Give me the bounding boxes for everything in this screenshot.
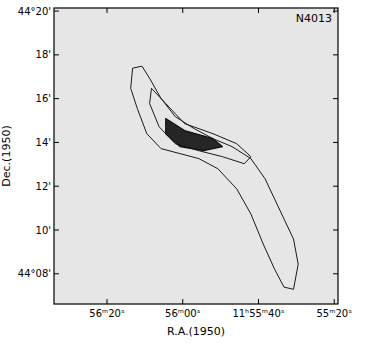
x-tick-label: 11ʰ55ᵐ40ˢ [232,308,284,319]
contour-line [131,66,299,289]
x-tick [334,8,335,13]
y-tick-label: 44°08' [18,268,51,279]
x-tick-label: 55ᵐ20ˢ [317,308,353,319]
x-tick-label: 56ᵐ00ˢ [165,308,201,319]
x-tick [182,8,183,13]
y-tick-label: 16' [36,93,51,104]
y-tick-label: 14' [36,137,51,148]
y-tick-label: 44°20' [18,6,51,17]
x-tick [258,299,259,304]
x-tick [182,299,183,304]
y-tick [54,142,59,143]
x-axis-title: R.A.(1950) [167,325,225,338]
y-tick-label: 12' [36,181,51,192]
y-tick [333,54,338,55]
contour-line [166,119,223,151]
y-tick [54,186,59,187]
x-tick [258,8,259,13]
x-tick [334,299,335,304]
y-tick [54,54,59,55]
y-tick [333,11,338,12]
y-tick [333,273,338,274]
y-tick [54,11,59,12]
y-tick [333,98,338,99]
y-tick [54,273,59,274]
plot-background [54,8,338,304]
x-tick [107,299,108,304]
y-tick [54,98,59,99]
contour-line [150,88,251,163]
y-tick [333,142,338,143]
y-tick [54,230,59,231]
y-tick-label: 18' [36,49,51,60]
y-tick [333,230,338,231]
x-tick [107,8,108,13]
chart: 56ᵐ20ˢ 56ᵐ00ˢ 11ʰ55ᵐ40ˢ 55ᵐ20ˢ 44°20' 18' 16' 1… [0,0,367,343]
x-tick-label: 56ᵐ20ˢ [89,308,125,319]
y-axis-title: Dec.(1950) [0,125,13,186]
y-tick [333,186,338,187]
y-tick-label: 10' [36,225,51,236]
contours [131,66,299,289]
title: N4013 [296,12,332,25]
plot-frame [54,8,338,304]
